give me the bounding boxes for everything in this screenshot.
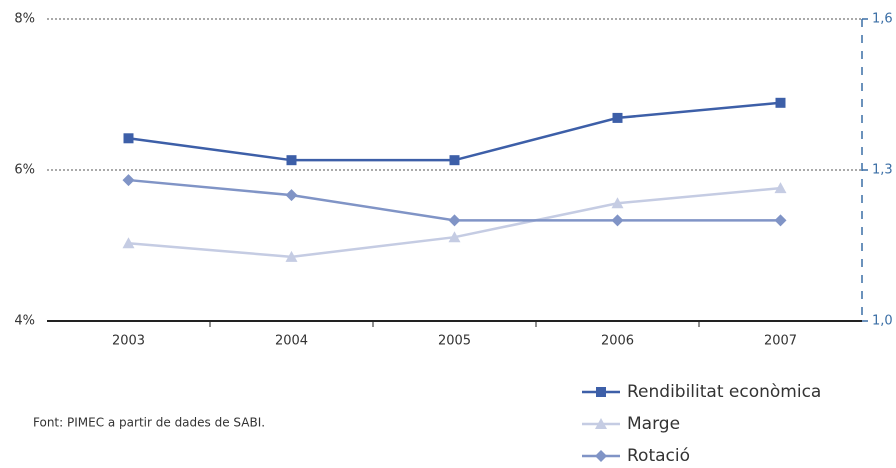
y2-tick-label: 1,0	[872, 314, 893, 329]
x-tick-label: 2005	[438, 334, 471, 349]
marker	[774, 182, 787, 194]
marker	[775, 97, 786, 108]
marker	[774, 214, 787, 227]
y-tick-label: 6%	[14, 163, 35, 178]
y-tick-label: 8%	[14, 12, 35, 27]
marker	[122, 237, 135, 249]
y2-tick-label: 1,3	[872, 163, 893, 178]
marker	[596, 387, 606, 397]
marker	[595, 418, 607, 429]
source-note: Font: PIMEC a partir de dades de SABI.	[33, 416, 265, 430]
marker	[123, 133, 134, 144]
x-tick-label: 2004	[275, 334, 308, 349]
marker	[285, 189, 298, 202]
marker	[448, 231, 461, 243]
x-tick-label: 2003	[112, 334, 145, 349]
marker	[611, 197, 624, 209]
marker	[449, 155, 460, 166]
series-line	[128, 101, 781, 162]
marker	[611, 214, 624, 227]
legend-label: Rotació	[627, 446, 690, 466]
marker	[122, 174, 135, 187]
legend-label: Rendibilitat econòmica	[627, 382, 821, 402]
legend-label: Marge	[627, 414, 680, 434]
series-line	[128, 178, 781, 222]
marker	[612, 112, 623, 123]
marker	[595, 450, 607, 462]
y-tick-label: 4%	[14, 314, 35, 329]
y2-tick-label: 1,6	[872, 12, 893, 27]
x-tick-label: 2006	[601, 334, 634, 349]
marker	[448, 214, 461, 227]
x-tick-label: 2007	[764, 334, 797, 349]
marker	[285, 250, 298, 262]
marker	[286, 155, 297, 166]
